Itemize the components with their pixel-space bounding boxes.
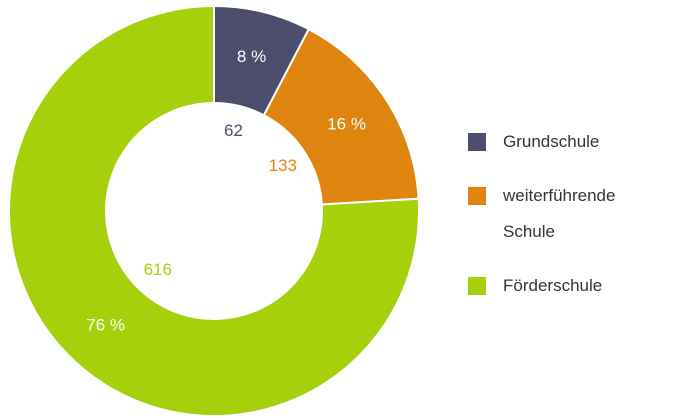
- legend-item: weiterführende Schule: [468, 178, 663, 250]
- legend-label: Förderschule: [503, 276, 603, 295]
- value-label: 616: [144, 260, 172, 279]
- legend-item: Förderschule: [468, 268, 663, 304]
- legend-label: weiterführende Schule: [503, 186, 616, 241]
- donut-segment: [262, 27, 420, 206]
- percentage-label: 16 %: [327, 115, 366, 134]
- percentage-label: 8 %: [237, 47, 266, 66]
- legend-label: Grundschule: [503, 132, 600, 151]
- value-label: 133: [269, 156, 297, 175]
- legend-swatch: [468, 187, 486, 205]
- legend-item: Grundschule: [468, 124, 663, 160]
- legend: Grundschule weiterführende Schule Fördersc…: [468, 124, 668, 322]
- legend-swatch: [468, 133, 486, 151]
- value-label: 62: [224, 121, 243, 140]
- legend-swatch: [468, 277, 486, 295]
- donut-segment: [8, 4, 420, 417]
- percentage-label: 76 %: [86, 316, 125, 335]
